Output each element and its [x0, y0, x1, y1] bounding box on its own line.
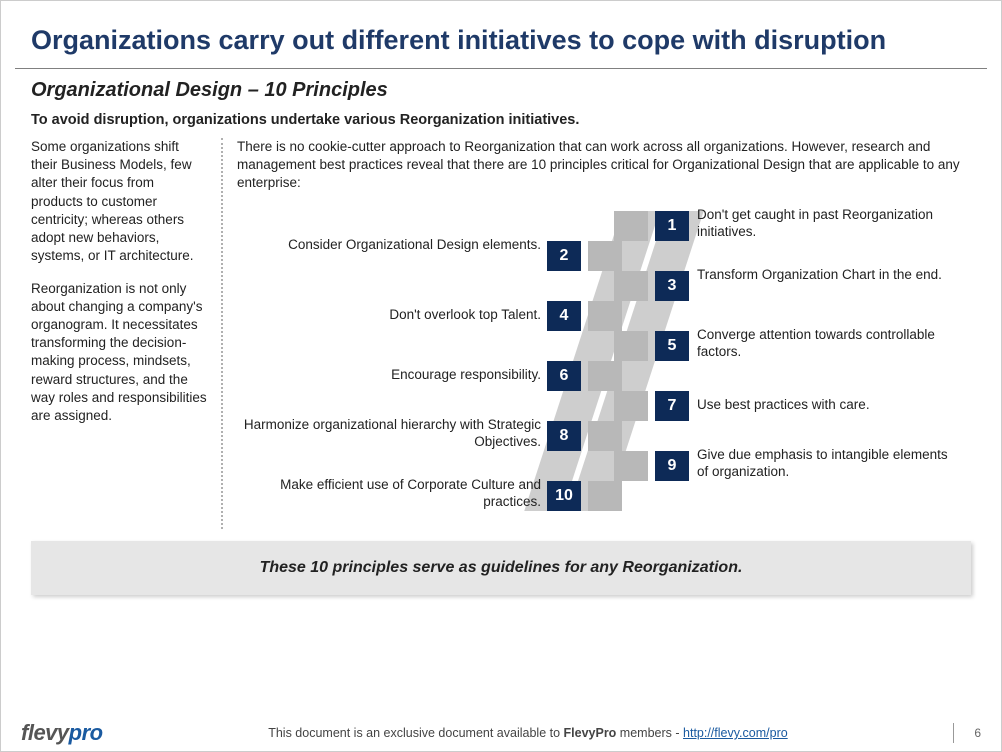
- diagram-step: [588, 421, 622, 451]
- logo-text-b: pro: [69, 720, 103, 745]
- body-area: Some organizations shift their Business …: [1, 138, 1001, 529]
- diagram-step: [588, 241, 622, 271]
- right-intro: There is no cookie-cutter approach to Re…: [237, 138, 971, 193]
- slide-footer: flevypro This document is an exclusive d…: [1, 715, 1001, 751]
- left-column: Some organizations shift their Business …: [31, 138, 223, 529]
- principle-label-6: Encourage responsibility.: [241, 367, 541, 384]
- principle-num-2: 2: [547, 241, 581, 271]
- footer-text: This document is an exclusive document a…: [103, 726, 954, 740]
- principles-diagram: 1 Don't get caught in past Reorganizatio…: [237, 199, 971, 529]
- principle-num-4: 4: [547, 301, 581, 331]
- principle-label-3: Transform Organization Chart in the end.: [697, 267, 957, 284]
- page-number: 6: [953, 723, 1001, 743]
- diagram-step: [588, 361, 622, 391]
- principle-num-7: 7: [655, 391, 689, 421]
- principle-label-2: Consider Organizational Design elements.: [241, 237, 541, 254]
- left-para-2: Reorganization is not only about changin…: [31, 280, 207, 426]
- footer-link[interactable]: http://flevy.com/pro: [683, 726, 788, 740]
- principle-num-9: 9: [655, 451, 689, 481]
- principle-label-10: Make efficient use of Corporate Culture …: [241, 477, 541, 511]
- right-column: There is no cookie-cutter approach to Re…: [223, 138, 971, 529]
- principle-label-5: Converge attention towards controllable …: [697, 327, 957, 361]
- principle-num-10: 10: [547, 481, 581, 511]
- logo: flevypro: [1, 720, 103, 746]
- principle-label-7: Use best practices with care.: [697, 397, 957, 414]
- diagram-step: [614, 391, 648, 421]
- principle-label-9: Give due emphasis to intangible elements…: [697, 447, 957, 481]
- principle-num-1: 1: [655, 211, 689, 241]
- principle-num-5: 5: [655, 331, 689, 361]
- diagram-step: [614, 271, 648, 301]
- principle-num-8: 8: [547, 421, 581, 451]
- principle-label-1: Don't get caught in past Reorganization …: [697, 207, 957, 241]
- principle-label-8: Harmonize organizational hierarchy with …: [241, 417, 541, 451]
- principle-label-4: Don't overlook top Talent.: [241, 307, 541, 324]
- diagram-step: [588, 481, 622, 511]
- principle-num-6: 6: [547, 361, 581, 391]
- slide-title: Organizations carry out different initia…: [1, 1, 1001, 68]
- diagram-step: [614, 211, 648, 241]
- footer-text-a: This document is an exclusive document a…: [268, 726, 563, 740]
- slide-subtitle: Organizational Design – 10 Principles: [1, 69, 1001, 108]
- footer-text-b: FlevyPro: [564, 726, 617, 740]
- callout-box: These 10 principles serve as guidelines …: [31, 541, 971, 595]
- principle-num-3: 3: [655, 271, 689, 301]
- footer-text-c: members -: [616, 726, 683, 740]
- logo-text-a: flevy: [21, 720, 69, 745]
- diagram-step: [614, 451, 648, 481]
- diagram-step: [588, 301, 622, 331]
- left-para-1: Some organizations shift their Business …: [31, 138, 207, 266]
- diagram-step: [614, 331, 648, 361]
- lead-text: To avoid disruption, organizations under…: [1, 108, 1001, 138]
